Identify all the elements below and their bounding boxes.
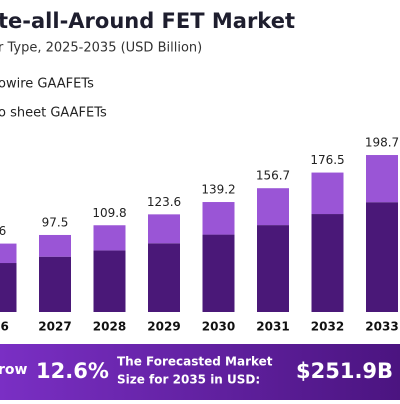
legend: owire GAAFETs o sheet GAAFETs bbox=[0, 77, 107, 121]
total-label: 198.7 bbox=[365, 136, 399, 150]
chart-subtitle: r Type, 2025-2035 (USD Billion) bbox=[0, 41, 202, 56]
bar-segment bbox=[257, 225, 289, 312]
x-tick-label: 2028 bbox=[93, 320, 126, 334]
bar-segment bbox=[148, 214, 180, 244]
forecast-label: Size for 2035 in USD: bbox=[117, 373, 260, 387]
cagr-value: 12.6% bbox=[36, 359, 109, 383]
total-label: 109.8 bbox=[92, 206, 126, 220]
bar-segment bbox=[148, 243, 180, 312]
total-label: 123.6 bbox=[147, 195, 181, 209]
total-label: 176.5 bbox=[310, 153, 344, 167]
total-label: 156.7 bbox=[256, 169, 290, 183]
legend-label: o sheet GAAFETs bbox=[0, 106, 107, 121]
total-label: 97.5 bbox=[42, 215, 69, 229]
x-tick-label: 2027 bbox=[38, 320, 71, 334]
bar-segment bbox=[311, 214, 344, 312]
bar-segment bbox=[0, 243, 17, 264]
x-tick-label: 2029 bbox=[147, 320, 180, 334]
bar-segment bbox=[202, 202, 235, 235]
bars: .6 26 97.5 2027 109.8 2028 123.6 2029 139.2 2030 1… bbox=[0, 136, 399, 334]
legend-label: owire GAAFETs bbox=[0, 77, 94, 92]
x-tick-label: 2033 bbox=[365, 320, 398, 334]
x-tick-label: 2032 bbox=[311, 320, 344, 334]
bar-segment bbox=[311, 172, 344, 215]
bar-segment bbox=[0, 263, 17, 312]
x-tick-label: 2031 bbox=[256, 320, 289, 334]
forecast-label: The Forecasted Market bbox=[117, 355, 273, 369]
bar-segment bbox=[39, 234, 71, 257]
bar-segment bbox=[366, 155, 398, 203]
bar-segment bbox=[366, 202, 398, 312]
bar-segment bbox=[93, 225, 126, 251]
x-tick-label: 26 bbox=[0, 320, 9, 334]
banner bbox=[0, 344, 400, 400]
bar-segment bbox=[93, 250, 126, 312]
chart-title: te-all-Around FET Market bbox=[0, 9, 295, 33]
x-tick-label: 2030 bbox=[202, 320, 235, 334]
bar-segment bbox=[202, 234, 235, 312]
total-label: 139.2 bbox=[201, 183, 235, 197]
forecast-value: $251.9B bbox=[296, 359, 393, 383]
total-label: .6 bbox=[0, 224, 6, 238]
bar-segment bbox=[39, 256, 71, 312]
bar-segment bbox=[257, 188, 289, 226]
cagr-label: row bbox=[0, 362, 28, 378]
